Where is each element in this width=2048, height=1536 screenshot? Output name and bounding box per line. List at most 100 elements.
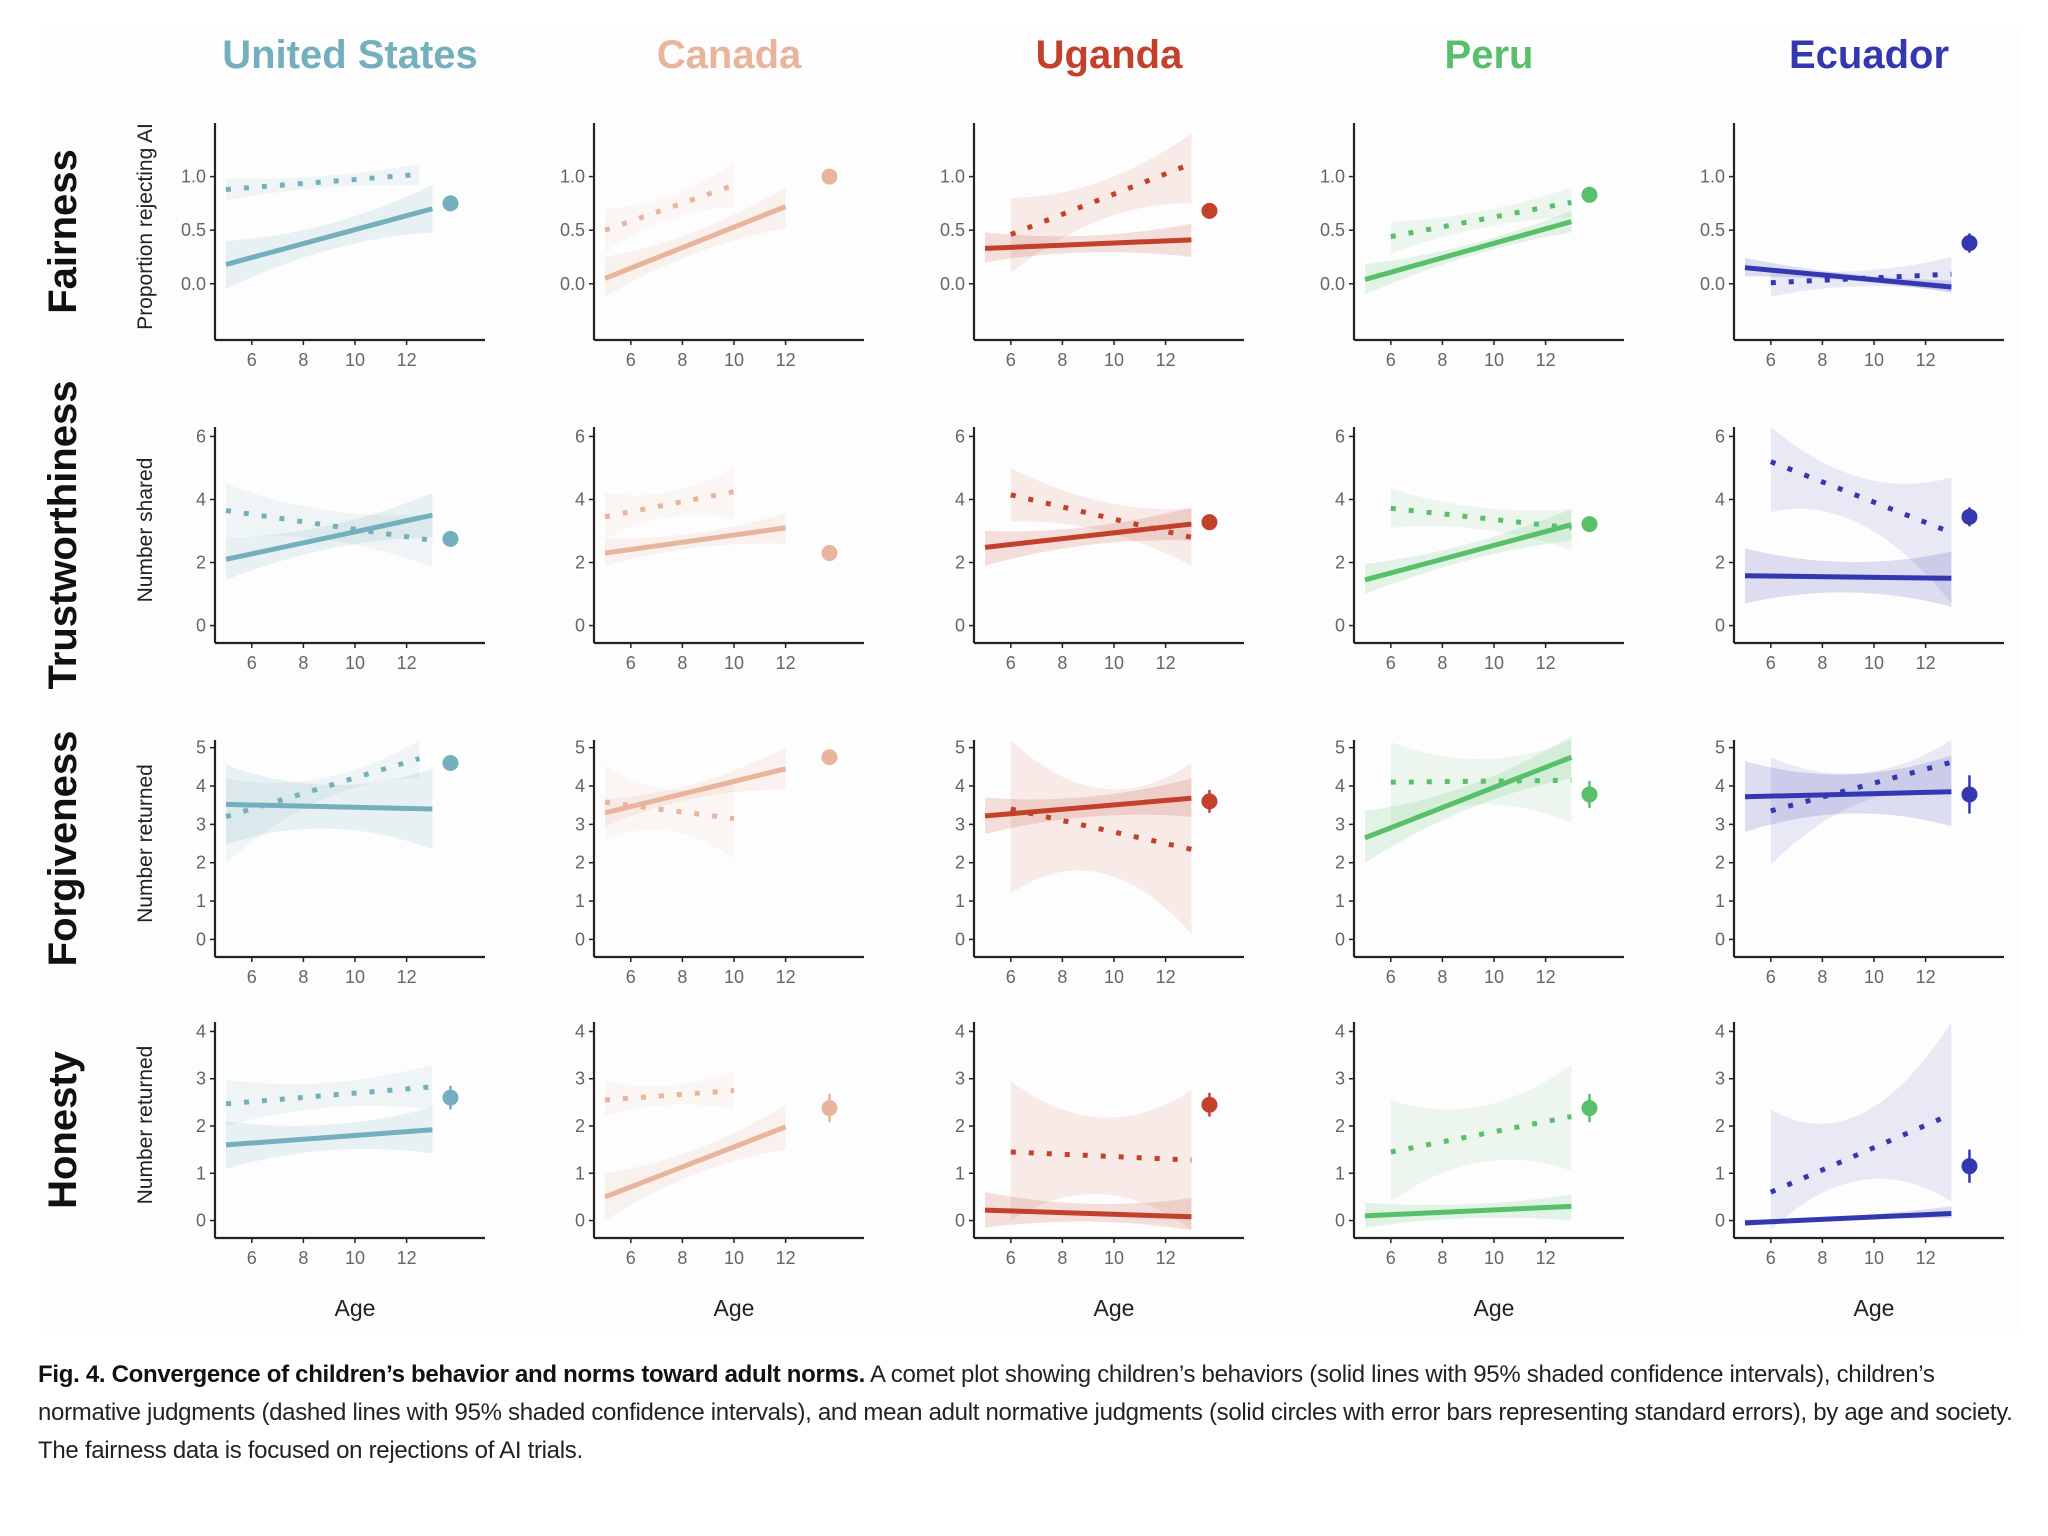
norm-ci-band (605, 467, 734, 539)
adult-mean-point (1581, 1100, 1598, 1117)
y-tick-label: 2 (575, 553, 585, 573)
x-tick-label: 6 (1386, 1248, 1396, 1268)
x-tick-label: 10 (724, 1248, 744, 1268)
norm-dotted-line (604, 799, 735, 822)
x-tick-label: 8 (298, 967, 308, 987)
y-axis-label: Number shared (134, 458, 157, 603)
adult-mean-point (1961, 1158, 1978, 1175)
adult-mean-point (1201, 1096, 1218, 1113)
x-tick-label: 12 (1536, 350, 1556, 370)
norm-ci-band (1010, 133, 1192, 274)
y-tick-label: 3 (1335, 1069, 1345, 1089)
country-title-uganda: Uganda (1036, 33, 1183, 77)
y-tick-label: 1 (1715, 1163, 1725, 1183)
x-tick-label: 6 (1766, 1248, 1776, 1268)
y-tick-label: 2 (1335, 553, 1345, 573)
x-tick-label: 10 (724, 653, 744, 673)
x-tick-label: 12 (776, 350, 796, 370)
y-tick-label: 1 (1715, 891, 1725, 911)
y-tick-label: 2 (196, 853, 206, 873)
row-label-trustworthiness: Trustworthiness (41, 381, 85, 690)
x-tick-label: 6 (626, 350, 636, 370)
x-tick-label: 8 (1437, 967, 1447, 987)
behavior-line (604, 1124, 787, 1200)
x-tick-label: 8 (1437, 1248, 1447, 1268)
y-tick-label: 1 (575, 1163, 585, 1183)
y-tick-label: 0 (1335, 616, 1345, 636)
country-title-canada: Canada (657, 33, 802, 77)
norm-ci-band (1770, 1022, 1952, 1230)
x-tick-label: 12 (1536, 653, 1556, 673)
y-tick-label: 3 (955, 1069, 965, 1089)
y-tick-label: 0 (1715, 929, 1725, 949)
behavior-line (604, 204, 787, 281)
y-tick-label: 1.0 (1700, 167, 1725, 187)
norm-dotted-line (1770, 271, 1952, 286)
norm-ci-band (226, 740, 420, 863)
x-tick-label: 10 (1864, 350, 1884, 370)
y-tick-label: 1 (955, 891, 965, 911)
y-axis-label: Number returned (134, 1046, 157, 1205)
y-tick-label: 3 (575, 1069, 585, 1089)
y-tick-label: 4 (196, 1021, 206, 1041)
y-tick-label: 0 (1335, 1211, 1345, 1231)
x-tick-label: 10 (724, 350, 744, 370)
y-tick-label: 0 (955, 1211, 965, 1231)
adult-mean-point (1201, 202, 1218, 219)
adult-mean-point (821, 749, 838, 766)
y-tick-label: 4 (1715, 489, 1725, 509)
x-tick-label: 10 (345, 653, 365, 673)
y-tick-label: 4 (196, 489, 206, 509)
panel-fairness-ecuador: 0.0 0.5 1.0 6 8 10 12 (1700, 123, 2004, 370)
y-tick-label: 6 (196, 426, 206, 446)
adult-mean-point (1581, 516, 1598, 533)
y-tick-label: 3 (1335, 814, 1345, 834)
panel-trustworthiness-canada: 0 2 4 6 6 8 10 12 (575, 426, 864, 673)
x-tick-label: 12 (1536, 1248, 1556, 1268)
y-tick-label: 0.5 (940, 220, 965, 240)
y-tick-label: 1.0 (940, 167, 965, 187)
x-tick-label: 12 (1156, 967, 1176, 987)
norm-dotted-line (1010, 1149, 1192, 1163)
y-tick-label: 0 (196, 1211, 206, 1231)
adult-mean-point (821, 1100, 838, 1117)
y-tick-label: 0 (1715, 616, 1725, 636)
y-tick-label: 4 (575, 1021, 585, 1041)
y-tick-label: 2 (1335, 1116, 1345, 1136)
adult-mean-point (1581, 786, 1598, 803)
x-tick-label: 6 (626, 967, 636, 987)
y-tick-label: 1.0 (560, 167, 585, 187)
norm-ci-band (605, 764, 734, 859)
x-tick-label: 12 (776, 967, 796, 987)
y-tick-label: 0.5 (181, 220, 206, 240)
x-tick-label: 8 (677, 653, 687, 673)
behavior-line (1364, 1203, 1572, 1219)
x-tick-label: 10 (1484, 1248, 1504, 1268)
y-tick-label: 2 (575, 853, 585, 873)
y-tick-label: 5 (1715, 738, 1725, 758)
y-tick-label: 2 (196, 1116, 206, 1136)
y-axis-label: Number returned (134, 764, 157, 923)
row-label-fairness: Fairness (41, 149, 85, 314)
norm-dotted-line (1010, 492, 1192, 540)
y-tick-label: 2 (1335, 853, 1345, 873)
x-tick-label: 8 (677, 967, 687, 987)
y-tick-label: 3 (575, 814, 585, 834)
y-tick-label: 1.0 (181, 167, 206, 187)
y-tick-label: 3 (1715, 814, 1725, 834)
y-tick-label: 4 (955, 489, 965, 509)
y-tick-label: 3 (1715, 1069, 1725, 1089)
x-tick-label: 10 (1864, 653, 1884, 673)
behavior-ci-band (605, 747, 786, 827)
y-tick-label: 2 (955, 853, 965, 873)
y-tick-label: 0 (196, 616, 206, 636)
adult-mean-point (442, 755, 459, 772)
y-tick-label: 1 (196, 891, 206, 911)
x-tick-label: 6 (626, 653, 636, 673)
behavior-line (604, 766, 787, 816)
x-tick-label: 12 (1156, 653, 1176, 673)
